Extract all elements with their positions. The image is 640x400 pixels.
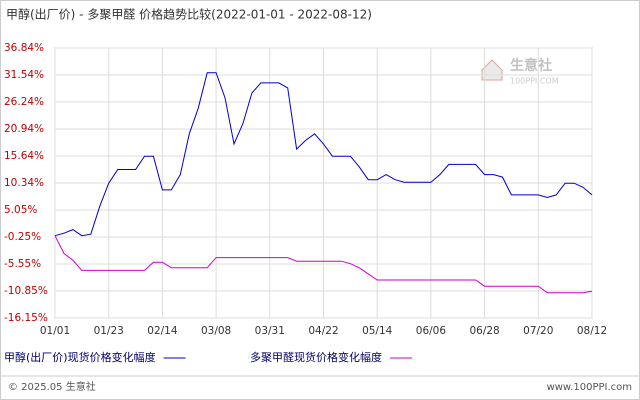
x-tick-label: 06/28 [469,325,499,337]
x-tick-label: 06/06 [416,325,447,337]
x-tick-label: 04/22 [308,325,338,337]
x-tick-label: 08/12 [577,325,607,337]
footer-site: www.100PPI.com [547,382,632,393]
logo-name: 生意社 [510,57,552,74]
y-tick-label: -16.15% [4,312,48,324]
y-tick-label: 31.54% [4,69,44,81]
series-line [54,235,593,294]
x-tick-label: 07/20 [523,325,553,337]
y-tick-label: 26.24% [4,96,44,108]
x-tick-label: 05/14 [362,325,393,337]
y-tick-label: -5.55% [4,258,41,270]
x-tick-label: 03/31 [255,325,285,337]
y-tick-label: 20.94% [4,123,44,135]
y-tick-label: -0.25% [4,231,41,243]
x-tick-label: 01/01 [40,325,70,337]
x-tick-label: 03/08 [201,325,231,337]
x-tick-label: 02/14 [147,325,178,337]
y-tick-label: 5.05% [4,204,37,216]
y-tick-label: 15.64% [4,150,44,162]
legend-label: 多聚甲醛现货价格变化幅度 [250,350,382,364]
legend-label: 甲醇(出厂价)现货价格变化幅度 [4,350,156,364]
chart-title: 甲醇(出厂价) - 多聚甲醛 价格趋势比较(2022-01-01 - 2022-… [6,7,372,22]
y-tick-label: 10.34% [4,177,44,189]
footer-copyright: © 2025.05 生意社 [8,380,96,393]
logo-url: 100PPI.COM [510,77,559,86]
series-line [54,72,593,237]
x-tick-label: 01/23 [94,325,124,337]
y-tick-label: 36.84% [4,42,44,54]
y-tick-label: -10.85% [4,285,48,297]
